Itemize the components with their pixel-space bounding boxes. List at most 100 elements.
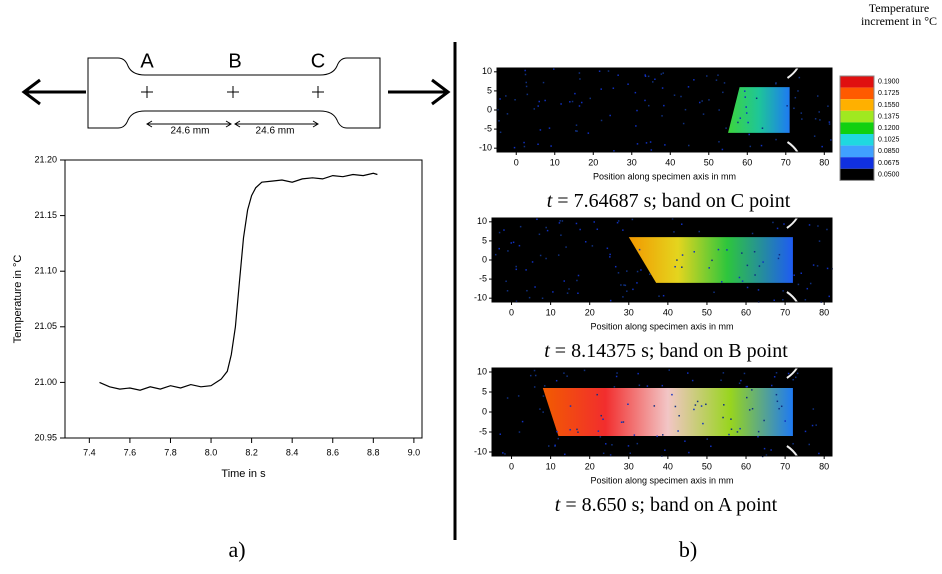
speckle (693, 251, 695, 253)
speckle (757, 436, 759, 438)
speckle (575, 124, 578, 126)
speckle (497, 108, 499, 111)
speckle (616, 221, 619, 224)
speckle (717, 74, 719, 76)
grip-edge (786, 141, 799, 153)
speckle (668, 369, 670, 371)
x-tick-label: 0 (509, 461, 514, 471)
speckle (636, 109, 638, 112)
speckle (826, 228, 828, 231)
x-tick-label: 7.6 (124, 447, 137, 457)
speckle (598, 70, 601, 72)
speckle (521, 420, 524, 423)
y-tick-label: 21.15 (34, 210, 57, 220)
specimen (87, 57, 381, 129)
speckle (523, 141, 525, 144)
x-tick-label: 30 (627, 157, 637, 167)
point-label: A (140, 50, 154, 72)
speckle (673, 231, 675, 233)
speckle (557, 254, 560, 256)
speckle (528, 296, 531, 299)
speckle (701, 100, 703, 102)
speckle (512, 241, 515, 244)
speckle (600, 88, 602, 90)
speckle (602, 418, 604, 421)
colorbar-swatch (840, 87, 874, 100)
speckle (763, 419, 765, 422)
speckle (786, 105, 788, 107)
speckle (816, 95, 819, 97)
speckle (806, 287, 809, 290)
speckle (818, 240, 821, 242)
colorbar-label: 0.1025 (878, 137, 900, 144)
speckle (801, 118, 803, 120)
speckle (564, 453, 566, 456)
speckle (815, 424, 817, 426)
speckle (533, 108, 536, 110)
speckle (506, 290, 509, 292)
speckle (649, 141, 652, 143)
speckle (518, 431, 521, 433)
speckle (706, 75, 708, 77)
speckle (773, 376, 776, 378)
speckle (687, 86, 690, 88)
speckle (499, 433, 502, 435)
speckle (525, 85, 528, 88)
speckle (746, 385, 749, 388)
speckle (552, 291, 554, 293)
speckle (664, 144, 666, 146)
speckle (543, 385, 546, 387)
speckle (792, 378, 794, 381)
speckle (550, 145, 552, 147)
speckle (696, 400, 699, 403)
speckle (616, 372, 618, 374)
y-tick-label: 10 (477, 216, 487, 226)
speckle (745, 106, 747, 108)
speckle (757, 430, 760, 433)
speckle (542, 81, 545, 84)
speckle (552, 68, 555, 70)
x-tick-label: 20 (588, 157, 598, 167)
speckle (607, 70, 610, 72)
speckle (745, 112, 748, 114)
speckle (538, 100, 540, 103)
x-tick-label: 0 (509, 307, 514, 317)
speckle (687, 372, 689, 374)
speckle (629, 452, 631, 455)
speckle (684, 440, 686, 442)
speckle (613, 150, 615, 152)
speckle (499, 131, 502, 134)
speckle (614, 265, 617, 268)
speckle (617, 74, 619, 76)
caption-text: = 7.64687 s; band on C point (552, 190, 790, 212)
speckle (718, 141, 720, 143)
speckle (533, 369, 536, 372)
speckle (787, 372, 790, 375)
speckle (622, 296, 624, 298)
speckle (813, 135, 816, 137)
colorbar-swatch (840, 168, 874, 181)
x-tick-label: 0 (514, 157, 519, 167)
speckle (624, 284, 627, 287)
speckle (503, 229, 505, 231)
speckle (680, 223, 683, 225)
speckle (556, 430, 558, 433)
speckle (524, 69, 526, 72)
speckle (811, 424, 814, 427)
speckle (739, 427, 741, 430)
x-tick-label: 8.2 (245, 447, 258, 457)
y-tick-label: 0 (482, 254, 487, 264)
speckle (661, 87, 664, 89)
speckle (636, 442, 639, 445)
speckle (780, 405, 783, 408)
x-tick-label: 40 (663, 307, 673, 317)
speckle (632, 288, 634, 291)
speckle (816, 265, 819, 267)
speckle (611, 444, 613, 446)
speckle (579, 228, 581, 231)
speckle (693, 408, 695, 411)
speckle (751, 232, 754, 235)
speckle (576, 130, 578, 132)
speckle (597, 430, 600, 432)
